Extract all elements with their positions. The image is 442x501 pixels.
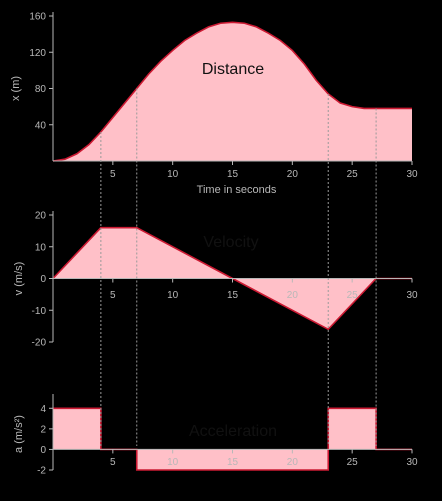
velocity-x-tick-label: 10 [167, 290, 179, 301]
velocity-y-tick-label: 10 [35, 242, 47, 253]
distance-panel: 40 80 120 160 5 10 15 20 25 30 x (m) Time in second… [10, 12, 418, 197]
distance-x-tick-label: 15 [227, 169, 239, 180]
velocity-y-tick-label: -20 [32, 338, 47, 349]
velocity-y-axis-label: v (m/s) [13, 262, 25, 296]
velocity-x-tick-label: 30 [406, 290, 418, 301]
velocity-y-tick-label: 0 [40, 274, 46, 285]
distance-y-tick-label: 120 [29, 48, 46, 59]
acceleration-y-axis-label: a (m/s²) [13, 415, 25, 453]
acceleration-x-tick-label: 20 [287, 457, 299, 468]
acceleration-area [53, 408, 412, 470]
distance-x-tick-label: 20 [287, 169, 299, 180]
acceleration-title: Acceleration [189, 423, 277, 440]
velocity-title: Velocity [203, 234, 258, 251]
acceleration-y-tick-label: 0 [40, 445, 46, 456]
distance-y-tick-label: 160 [29, 12, 46, 23]
velocity-x-tick-label: 15 [227, 290, 239, 301]
distance-y-tick-label: 40 [35, 120, 47, 131]
distance-x-tick-label: 5 [110, 169, 116, 180]
acceleration-y-tick-label: 2 [40, 424, 46, 435]
velocity-x-tick-label: 5 [110, 290, 116, 301]
distance-area [53, 22, 412, 161]
velocity-x-tick-label: 20 [287, 290, 299, 301]
distance-x-axis-label: Time in seconds [197, 184, 277, 196]
acceleration-y-tick-label: 4 [40, 404, 46, 415]
acceleration-y-tick-label: -2 [37, 466, 46, 477]
velocity-panel: 20 10 0 -10 -20 5 10 15 20 25 30 v (m/s) Velocity [13, 211, 418, 349]
velocity-x-tick-label: 25 [347, 290, 359, 301]
distance-y-axis-label: x (m) [10, 76, 22, 101]
distance-y-tick-label: 80 [35, 84, 47, 95]
acceleration-x-tick-label: 10 [167, 457, 179, 468]
distance-x-tick-label: 10 [167, 169, 179, 180]
velocity-y-tick-label: -10 [32, 306, 47, 317]
acceleration-panel: 420-25 10 15 20 25 30a (m/s²) Acceleration [13, 394, 418, 477]
velocity-y-tick-label: 20 [35, 211, 47, 222]
acceleration-x-tick-label: 5 [110, 457, 116, 468]
acceleration-x-tick-label: 25 [347, 457, 359, 468]
distance-x-tick-label: 25 [347, 169, 359, 180]
acceleration-x-tick-label: 30 [406, 457, 418, 468]
distance-title: Distance [202, 61, 264, 78]
distance-x-tick-label: 30 [406, 169, 418, 180]
acceleration-x-tick-label: 15 [227, 457, 239, 468]
distance-line [52, 21, 412, 162]
